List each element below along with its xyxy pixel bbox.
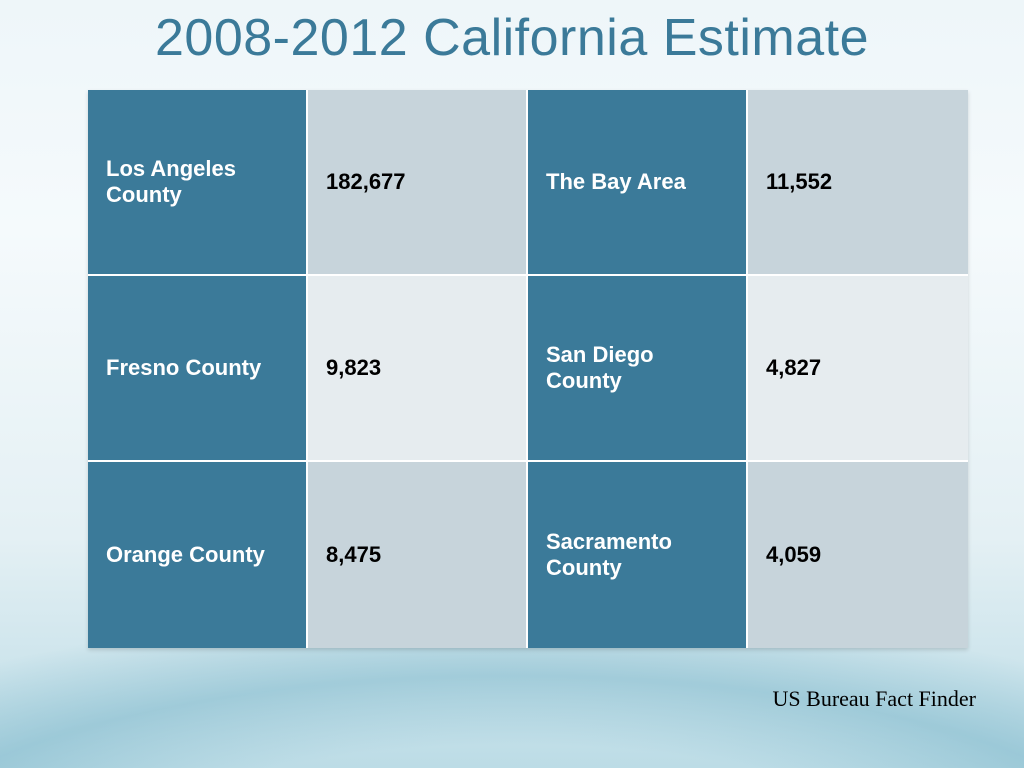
region-name: Los Angeles County [88, 90, 308, 276]
region-name: San Diego County [528, 276, 748, 462]
estimate-table: Los Angeles County 182,677 The Bay Area … [88, 90, 968, 648]
region-value: 4,827 [748, 276, 968, 462]
region-value: 11,552 [748, 90, 968, 276]
region-name: Fresno County [88, 276, 308, 462]
source-footer: US Bureau Fact Finder [773, 686, 976, 712]
region-name: Sacramento County [528, 462, 748, 648]
region-value: 4,059 [748, 462, 968, 648]
region-value: 8,475 [308, 462, 528, 648]
region-value: 9,823 [308, 276, 528, 462]
region-value: 182,677 [308, 90, 528, 276]
slide-title: 2008-2012 California Estimate [0, 8, 1024, 68]
region-name: The Bay Area [528, 90, 748, 276]
region-name: Orange County [88, 462, 308, 648]
